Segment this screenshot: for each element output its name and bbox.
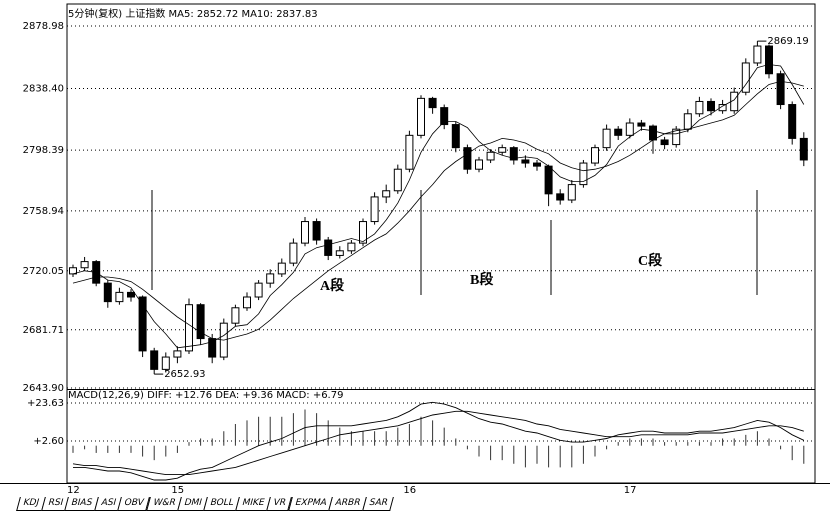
candle-body [393,168,402,192]
candle-body [428,97,437,109]
segment-label: A段 [320,277,344,294]
candle-body [475,159,483,170]
candle-body [602,128,611,149]
line-series [73,401,804,481]
candle-body [405,134,414,170]
chart-title: 5分钟(复权) 上证指数 MA5: 2852.72 MA10: 2837.83 [68,7,318,20]
candle-body [765,45,773,75]
candle-body [509,147,518,161]
candle-body [486,151,495,161]
indicator-tab[interactable]: SAR [361,497,394,511]
y-tick-label: +2.60 [33,436,64,447]
y-tick-label: 2838.40 [23,84,64,95]
candle-body [637,122,646,127]
candle-body [254,282,263,298]
candle-body [614,128,623,136]
candle-body [347,242,356,252]
candle-body [521,159,530,164]
candle-body [440,107,449,126]
candle-body [544,165,553,195]
extreme-label: 2652.93 [164,369,205,380]
candle-body [660,139,669,146]
y-tick-label: 2643.90 [23,383,64,394]
macd-title: MACD(12,26,9) DIFF: +12.76 DEA: +9.36 MA… [68,390,343,401]
candle-body [335,250,344,256]
candle-body [625,122,634,136]
y-tick-label: +23.63 [27,398,64,409]
y-tick-label: 2758.94 [23,206,64,217]
candle-body [243,296,251,309]
frame [66,3,816,484]
candle-body [649,125,657,141]
indicator-tab[interactable]: EXPMA [287,497,333,511]
y-tick-label: 2720.05 [23,266,64,277]
indicator-tab[interactable]: W&R [145,497,182,511]
chart: 5分钟(复权) 上证指数 MA5: 2852.72 MA10: 2837.83 … [0,3,830,496]
candle-body [579,162,588,186]
candle-body [150,350,159,370]
candle-body [753,45,762,64]
x-tick-label: 17 [624,485,637,496]
y-tick-label: 2798.39 [23,145,64,156]
candle-body [138,296,147,352]
candle-body [683,113,692,130]
line-series [72,410,804,476]
candle-body [173,350,182,358]
candle-body [417,97,425,136]
y-tick-label: 2681.71 [23,325,64,336]
candle-body [741,62,750,93]
candle-body [127,291,135,298]
candle-body [103,282,112,303]
candle-body [695,100,704,115]
x-tick-label: 12 [67,485,80,496]
candle-body [533,162,541,167]
candle-body [301,221,309,244]
segment-dividers [151,190,758,295]
candle-body [69,267,77,275]
line-series [72,80,804,341]
candle-body [451,124,460,149]
candle-body [80,261,89,269]
candle-body [788,104,797,139]
extreme-label: 2869.19 [767,36,808,47]
line-series [72,64,805,349]
indicator-text: MA5: 2852.72 MA10: 2837.83 [169,9,318,20]
segment-label: C段 [638,252,662,269]
candle-body [672,128,681,146]
candle-body [707,100,715,112]
segment-label: B段 [470,271,493,288]
x-tick-label: 16 [403,485,416,496]
candle-body [161,356,170,370]
candle-body [370,196,379,223]
candle-body [231,307,240,324]
candle-body [185,304,193,352]
candle-body [196,304,205,340]
candle-body [289,242,298,264]
candle-body [776,73,785,106]
candle-body [382,190,391,198]
candle-body [324,239,333,256]
candle-body [567,184,576,201]
x-tick-label: 15 [171,485,184,496]
candle-body [498,147,507,153]
candle-body [718,104,727,112]
subtitle: 上证指数 [125,7,165,20]
candle-body [115,291,124,303]
candle-body [591,147,599,164]
tab-bar: KDJ RSI BIAS ASI OBV W&R DMI BOLL MIKE VR EXPMA ARB… [16,497,394,511]
candle-body [463,147,472,170]
candle-body [312,221,321,241]
title: 5分钟(复权) [68,7,122,20]
indicator-tab[interactable]: ARBR [327,497,367,511]
y-tick-label: 2878.98 [23,21,64,32]
candle-body [277,262,286,275]
candle-body [799,137,808,161]
candle-body [266,273,275,284]
candle-body [556,193,565,201]
candle-body [359,221,367,244]
